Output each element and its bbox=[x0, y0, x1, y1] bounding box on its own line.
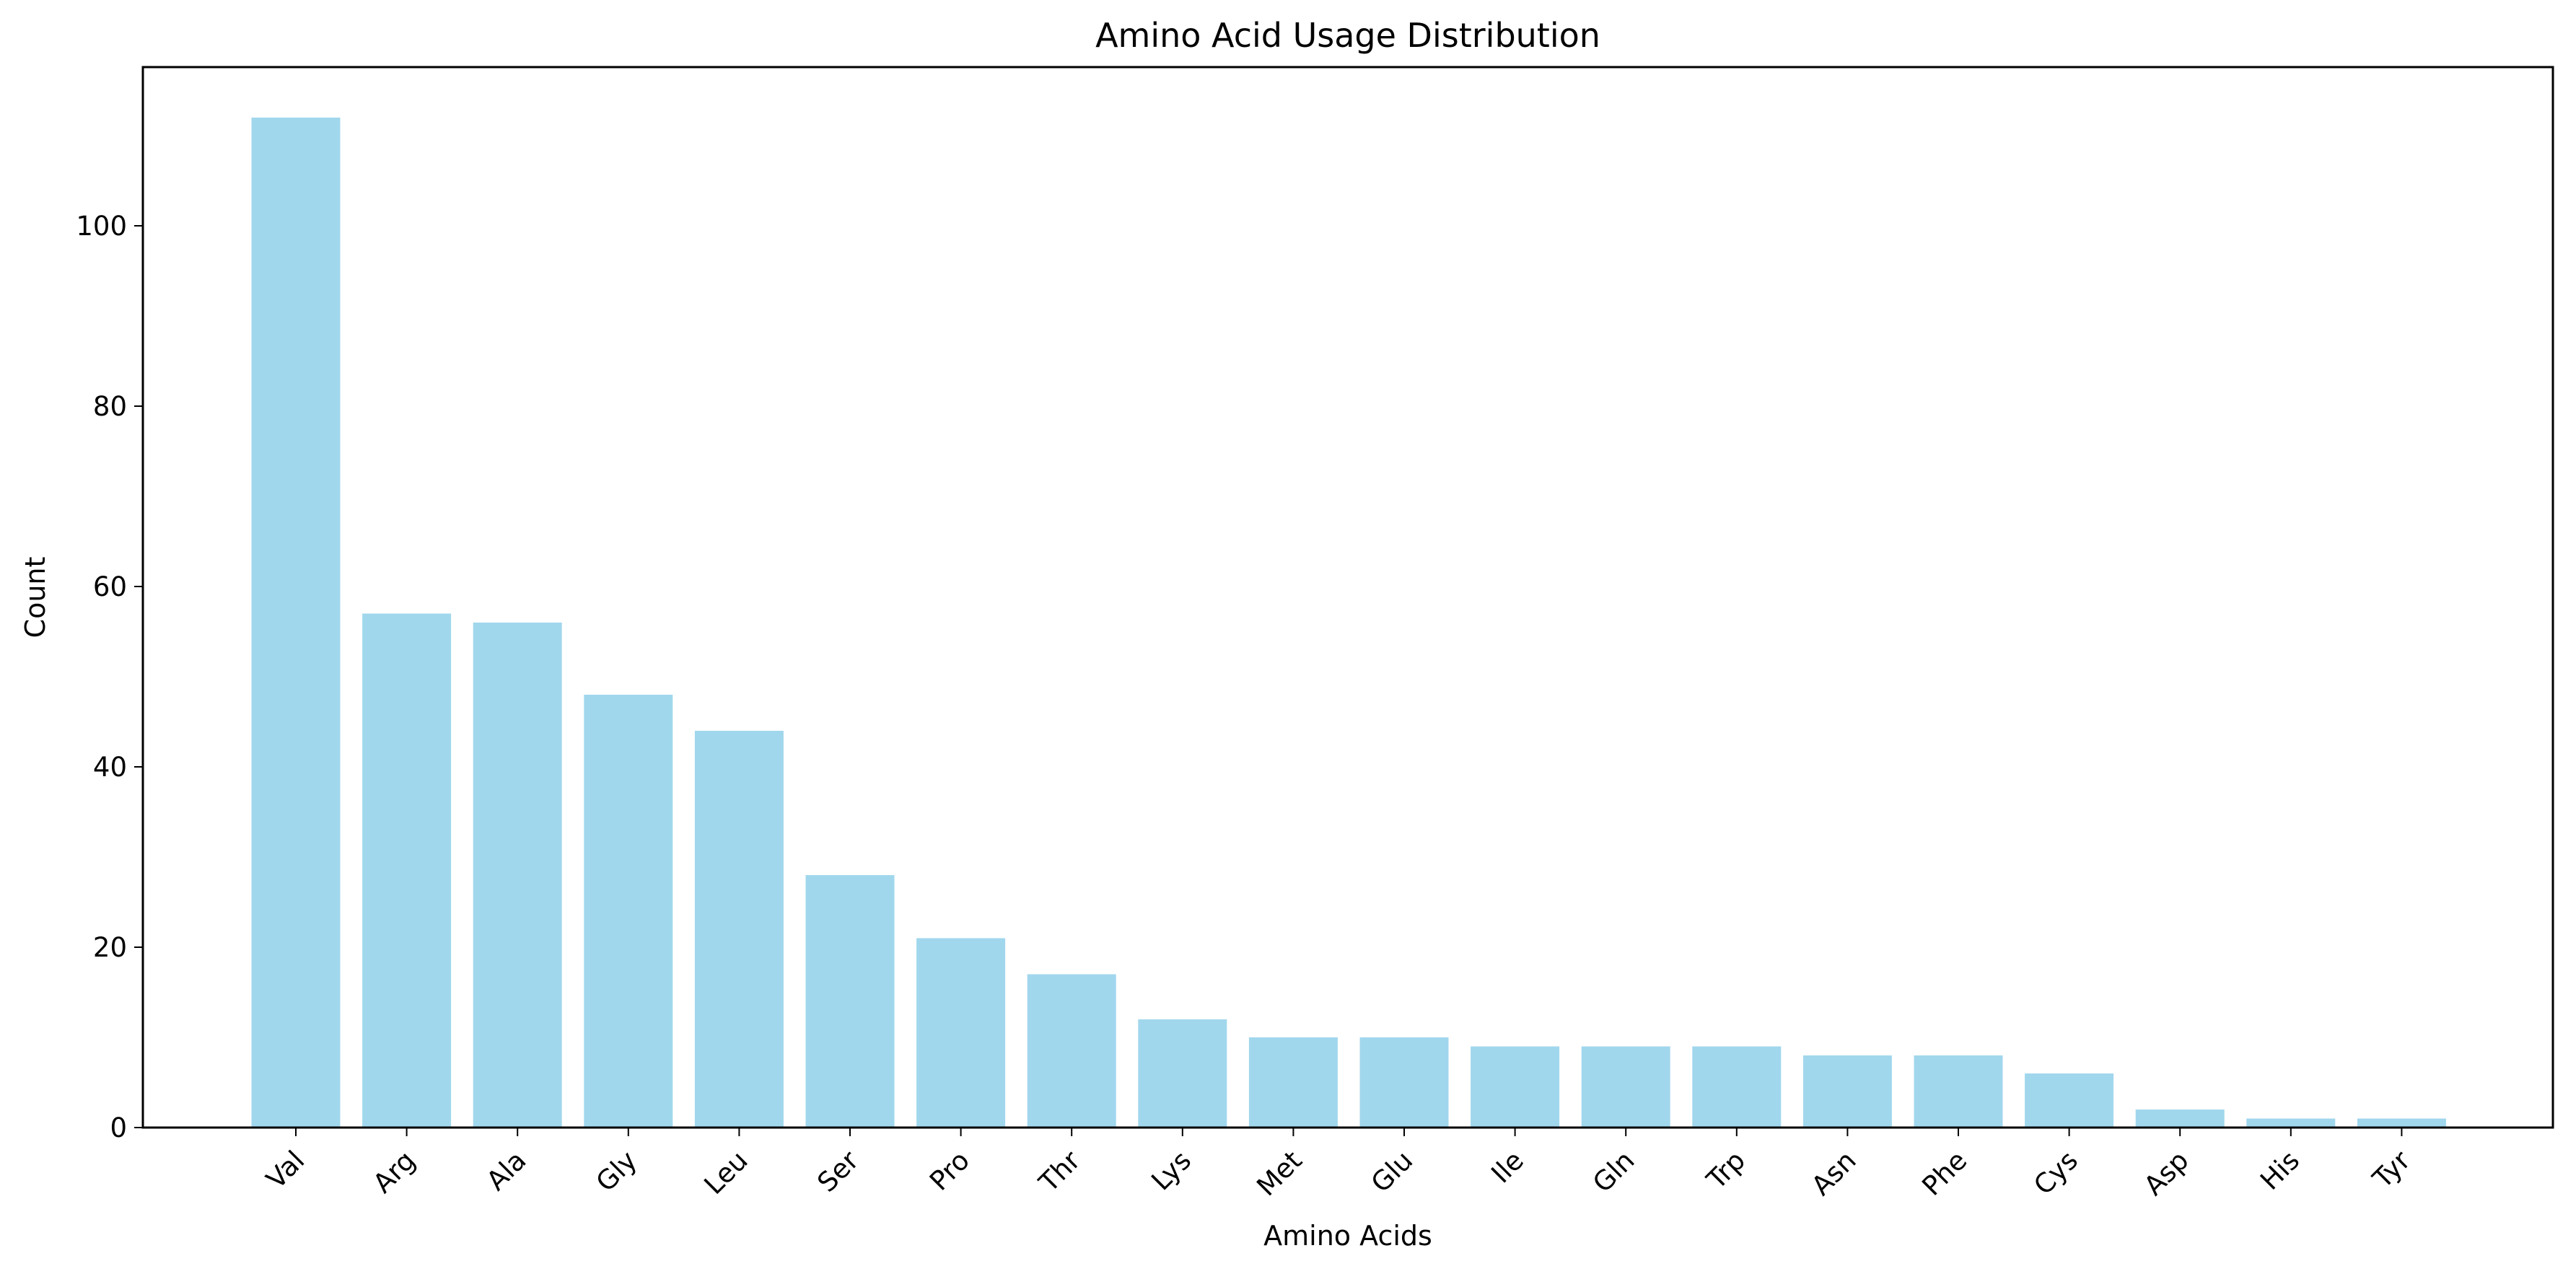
bar-cys bbox=[2025, 1073, 2114, 1128]
bar-trp bbox=[1692, 1046, 1782, 1128]
y-tick-label: 0 bbox=[110, 1112, 127, 1143]
y-tick-label: 20 bbox=[93, 932, 127, 963]
y-tick-label: 80 bbox=[93, 391, 127, 422]
bar-met bbox=[1248, 1037, 1338, 1128]
bar-phe bbox=[1914, 1055, 2003, 1128]
bars-layer bbox=[251, 118, 2446, 1128]
bar-lys bbox=[1138, 1019, 1227, 1128]
bar-arg bbox=[362, 613, 452, 1128]
y-tick-label: 100 bbox=[76, 211, 127, 242]
y-axis-label: Count bbox=[19, 557, 51, 638]
chart-title: Amino Acid Usage Distribution bbox=[1095, 16, 1600, 55]
bar-gly bbox=[584, 695, 673, 1128]
bar-thr bbox=[1027, 974, 1116, 1128]
bar-glu bbox=[1359, 1037, 1449, 1128]
bar-ala bbox=[473, 623, 562, 1128]
bar-gln bbox=[1581, 1046, 1670, 1128]
plot-frame bbox=[141, 66, 2554, 1129]
bar-ser bbox=[805, 875, 895, 1128]
bar-pro bbox=[916, 938, 1006, 1128]
y-axis-ticks: 0 20 40 60 80 100 bbox=[76, 211, 143, 1143]
x-axis-label: Amino Acids bbox=[1263, 1220, 1432, 1252]
bar-ile bbox=[1471, 1046, 1560, 1128]
bar-asp bbox=[2135, 1110, 2225, 1128]
bar-his bbox=[2246, 1118, 2336, 1128]
bar-asn bbox=[1802, 1055, 1892, 1128]
bar-val bbox=[251, 118, 341, 1128]
y-tick-label: 40 bbox=[93, 752, 127, 783]
y-tick-label: 60 bbox=[93, 571, 127, 602]
bar-tyr bbox=[2357, 1118, 2446, 1128]
bar-leu bbox=[694, 731, 784, 1128]
